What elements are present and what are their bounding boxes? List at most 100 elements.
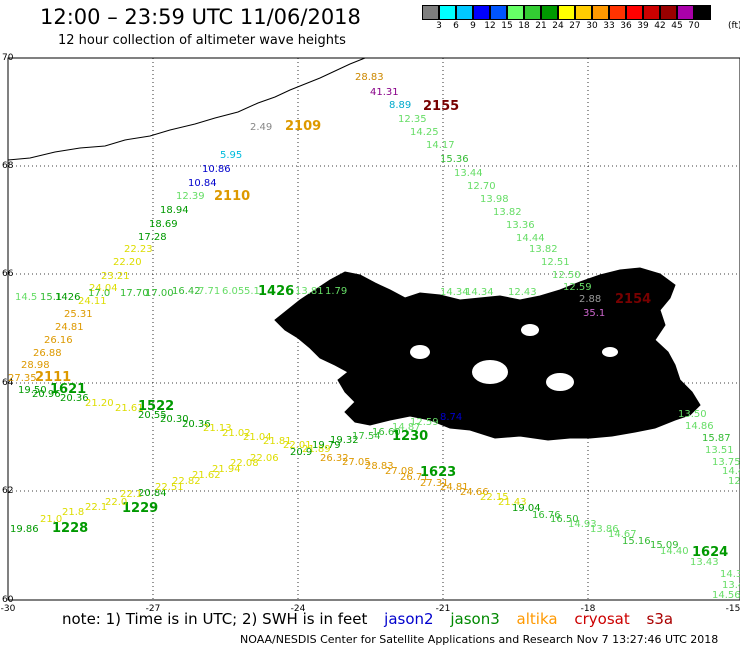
longitude-tick: -18 — [581, 604, 596, 614]
wave-height-label: 24.66 — [460, 487, 489, 498]
track-2154: 2154 — [615, 292, 651, 307]
scale-swatch — [592, 5, 609, 20]
wave-height-label: 21.94 — [212, 464, 241, 475]
iceland-glacier — [521, 324, 539, 336]
wave-height-label: 13.86 — [590, 524, 619, 535]
pass-time-label: 1522 — [138, 399, 174, 414]
wave-height-label: 1.79 — [325, 286, 347, 297]
wave-height-label: 21.02 — [222, 428, 251, 439]
wave-height-label: 26.32 — [320, 453, 349, 464]
note-text: note: 1) Time is in UTC; 2) SWH is in fe… — [62, 610, 368, 628]
note-row: note: 1) Time is in UTC; 2) SWH is in fe… — [62, 610, 685, 628]
wave-height-label: 6.05 — [222, 286, 244, 297]
wave-height-label: 14.44 — [516, 233, 545, 244]
wave-height-label: 20.30 — [160, 414, 189, 425]
track-1623: 1623 — [420, 465, 456, 480]
longitude-tick: -30 — [1, 604, 16, 614]
wave-height-label: 10.86 — [202, 164, 231, 175]
wave-height-label: 14.25 — [410, 127, 439, 138]
wave-height-label: 16.60 — [372, 427, 401, 438]
scale-swatch — [507, 5, 524, 20]
wave-height-label: 12.59 — [563, 282, 592, 293]
wave-height-label: 28.98 — [21, 360, 50, 371]
wave-height-label: 35.1 — [583, 308, 605, 319]
scale-swatch — [422, 5, 439, 20]
wave-height-label: 14.34 — [465, 287, 494, 298]
pass-time-label: 1230 — [392, 429, 428, 444]
wave-height-label: 12.50 — [552, 270, 581, 281]
wave-height-label: 22.08 — [230, 458, 259, 469]
wave-height-label: 14.34 — [440, 287, 469, 298]
legend-altika: altika — [516, 610, 558, 628]
scale-label: 45 — [671, 21, 683, 31]
wave-height-label: 13.44 — [454, 168, 483, 179]
pass-time-label: 1426 — [258, 284, 294, 299]
scale-label: 30 — [586, 21, 598, 31]
wave-height-label: 12.43 — [508, 287, 537, 298]
scale-swatch — [524, 5, 541, 20]
pass-time-label: 2109 — [285, 119, 321, 134]
wave-height-label: 22.1 — [120, 489, 142, 500]
wave-height-label: 8.74 — [440, 412, 462, 423]
scale-label: 27 — [569, 21, 581, 31]
scale-label: 15 — [501, 21, 513, 31]
scale-label: 39 — [637, 21, 649, 31]
wave-height-label: 41.31 — [370, 87, 399, 98]
wave-height-label: 14.17 — [426, 140, 455, 151]
wave-height-label: 14.3 — [720, 569, 740, 580]
wave-height-label: 12.35 — [398, 114, 427, 125]
scale-label: 6 — [453, 21, 459, 31]
scale-swatch — [490, 5, 507, 20]
wave-height-label: 14.4 — [722, 466, 740, 477]
wave-height-label: 7.71 — [198, 286, 220, 297]
scale-swatch — [456, 5, 473, 20]
wave-height-label: 14.67 — [608, 529, 637, 540]
wave-height-label: 8.89 — [389, 100, 411, 111]
iceland-glacier — [546, 373, 574, 391]
track-2155: 28.83 41.31 8.89 12.35 14.25 14.17 15.36 13.44 1… — [355, 72, 605, 319]
wave-height-label: 21.61 — [115, 403, 144, 414]
latitude-tick: 70 — [2, 53, 14, 63]
wave-height-label: 22.82 — [172, 476, 201, 487]
scale-swatch — [558, 5, 575, 20]
wave-height-label: 15.87 — [702, 433, 731, 444]
wave-height-label: 13.4 — [722, 580, 740, 591]
wave-height-label: 13.81 — [295, 286, 324, 297]
scale-unit: (ft) — [728, 21, 740, 31]
wave-height-label: 21.62 — [192, 470, 221, 481]
iceland — [274, 267, 701, 441]
scale-label: 9 — [470, 21, 476, 31]
wave-height-label: 14.5 — [15, 292, 37, 303]
scale-swatch — [660, 5, 677, 20]
wave-height-label: 26.71 — [400, 472, 429, 483]
scale-swatch — [575, 5, 592, 20]
footer-credit: NOAA/NESDIS Center for Satellite Applica… — [240, 633, 719, 646]
wave-height-label: 19.04 — [512, 503, 541, 514]
track-1522: 20.5520.3020.3621.1321.0221.0421.8122.01… — [138, 399, 740, 601]
wave-height-label: 14.56 — [712, 590, 740, 601]
wave-height-label: 15.36 — [440, 154, 469, 165]
scale-swatch — [473, 5, 490, 20]
latitude-labels: 70 68 66 64 62 60 — [2, 53, 14, 605]
wave-height-label: 13.51 — [705, 445, 734, 456]
wave-height-label: 5.95 — [220, 150, 242, 161]
wave-height-label: 16.76 — [532, 510, 561, 521]
wave-height-label: 22.1 — [85, 502, 107, 513]
wave-height-label: 1426 — [55, 292, 80, 303]
wave-height-label: 17.00 — [145, 288, 174, 299]
wave-height-label: 27.35 — [8, 373, 37, 384]
iceland-glacier — [410, 345, 430, 359]
wave-height-label: 22.51 — [155, 482, 184, 493]
pass-time-label: 1229 — [122, 501, 158, 516]
wave-height-label: 17.28 — [138, 232, 167, 243]
wave-height-label: 15.1 — [40, 292, 62, 303]
wave-height-label: 19.32 — [330, 435, 359, 446]
wave-height-label: 22.06 — [250, 453, 279, 464]
latitude-tick: 64 — [2, 378, 14, 388]
wave-height-label: 14.87 — [392, 422, 421, 433]
scale-label: 24 — [552, 21, 564, 31]
